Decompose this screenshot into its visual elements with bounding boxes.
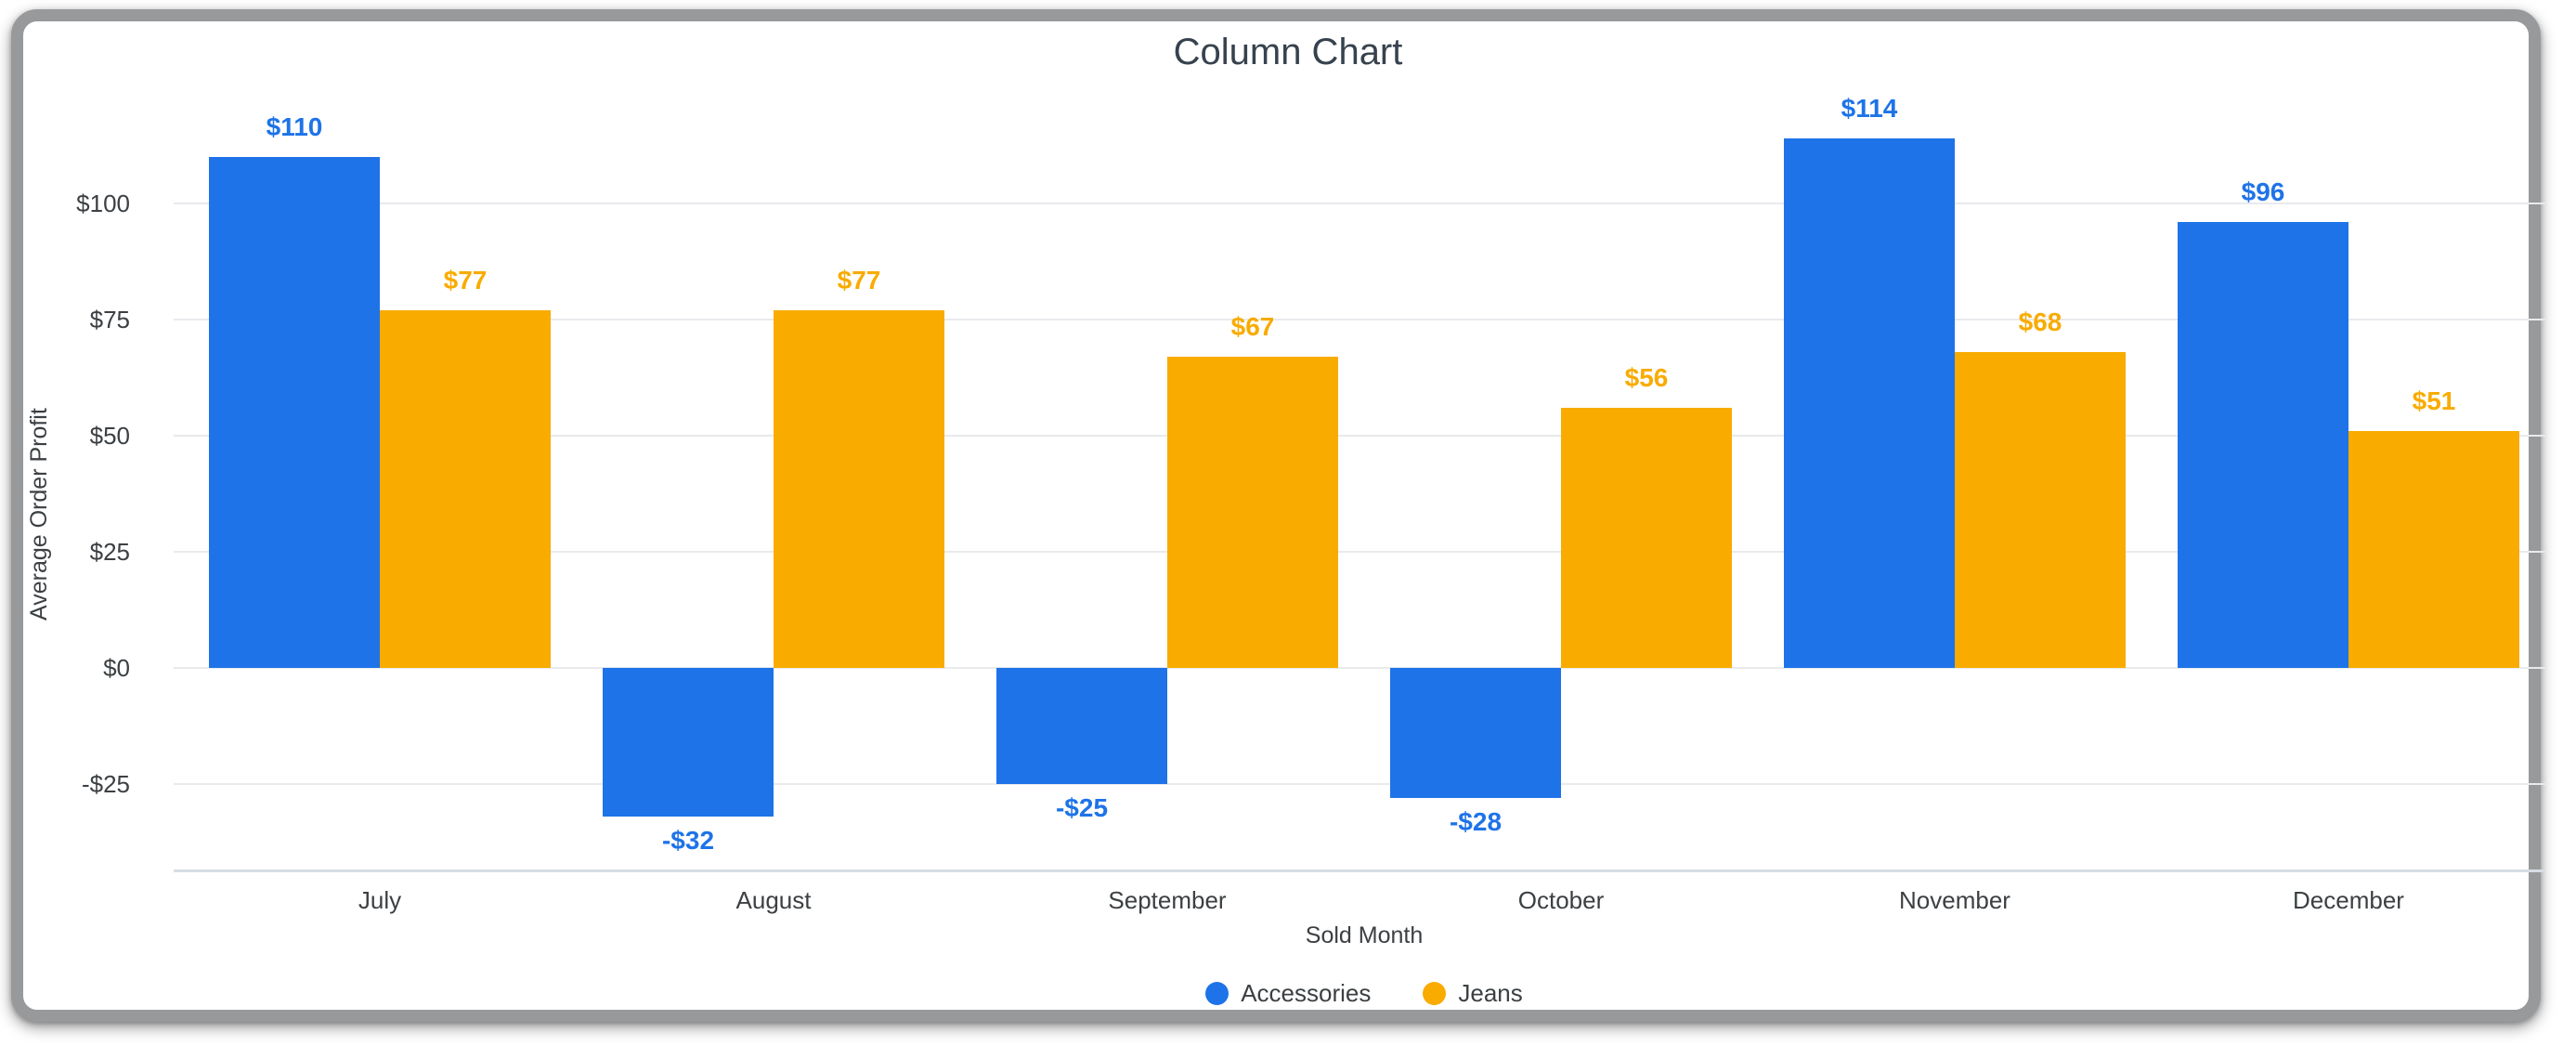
bar-value-label: -$32 — [661, 826, 715, 855]
legend-swatch-icon — [1423, 981, 1447, 1005]
bar-value-label: $110 — [266, 112, 323, 141]
bar-accessories-september[interactable] — [996, 668, 1167, 784]
bar-value-label: $67 — [1230, 312, 1275, 341]
x-tick-label-november: November — [1899, 886, 2010, 914]
bar-value-label: -$28 — [1449, 807, 1503, 836]
bar-jeans-september[interactable] — [1167, 357, 1338, 668]
y-axis-title: Average Order Profit — [26, 408, 52, 621]
gridline — [174, 203, 2545, 204]
x-tick-label-september: September — [1108, 886, 1227, 914]
gridline — [174, 783, 2545, 785]
bar-jeans-december[interactable] — [2348, 431, 2519, 668]
legend-label: Accessories — [1241, 979, 1372, 1007]
bar-accessories-november[interactable] — [1784, 138, 1955, 668]
legend-item-jeans[interactable]: Jeans — [1423, 977, 1523, 1009]
chart-title: Column Chart — [1173, 32, 1403, 72]
bar-value-label: -$25 — [1055, 793, 1109, 822]
bar-value-label: $51 — [2412, 386, 2456, 415]
y-tick-label: -$25 — [81, 770, 130, 798]
bar-jeans-november[interactable] — [1955, 352, 2126, 668]
bar-jeans-july[interactable] — [380, 310, 551, 668]
gridline — [174, 435, 2545, 437]
bar-jeans-october[interactable] — [1561, 408, 1732, 668]
legend-swatch-icon — [1205, 981, 1229, 1005]
x-tick-label-august: August — [735, 886, 812, 914]
bar-jeans-august[interactable] — [774, 310, 944, 668]
x-tick-label-december: December — [2293, 886, 2404, 914]
x-tick-label-october: October — [1517, 886, 1605, 914]
gridline — [174, 319, 2545, 320]
legend-label: Jeans — [1458, 979, 1523, 1007]
y-tick-label: $100 — [76, 190, 130, 217]
bar-accessories-july[interactable] — [209, 157, 380, 668]
y-tick-label: $50 — [89, 422, 130, 450]
x-axis-title: Sold Month — [1305, 922, 1424, 948]
bar-value-label: $56 — [1624, 363, 1669, 392]
bar-value-label: $68 — [2018, 307, 2062, 336]
y-tick-label: $25 — [89, 538, 130, 566]
y-tick-label: $0 — [103, 654, 130, 682]
bar-accessories-august[interactable] — [603, 668, 774, 817]
legend-item-accessories[interactable]: Accessories — [1205, 977, 1371, 1009]
gridline — [174, 667, 2545, 669]
bar-value-label: $96 — [2241, 177, 2285, 206]
y-tick-label: $75 — [89, 306, 130, 333]
x-axis-line — [174, 869, 2545, 872]
legend: Accessories Jeans — [183, 977, 2545, 1009]
bar-accessories-october[interactable] — [1390, 668, 1561, 798]
gridline — [174, 551, 2545, 553]
bar-value-label: $114 — [1841, 94, 1898, 123]
x-tick-label-july: July — [358, 886, 402, 914]
bar-value-label: $77 — [443, 266, 488, 294]
bar-value-label: $77 — [837, 266, 881, 294]
bar-accessories-december[interactable] — [2178, 222, 2348, 668]
